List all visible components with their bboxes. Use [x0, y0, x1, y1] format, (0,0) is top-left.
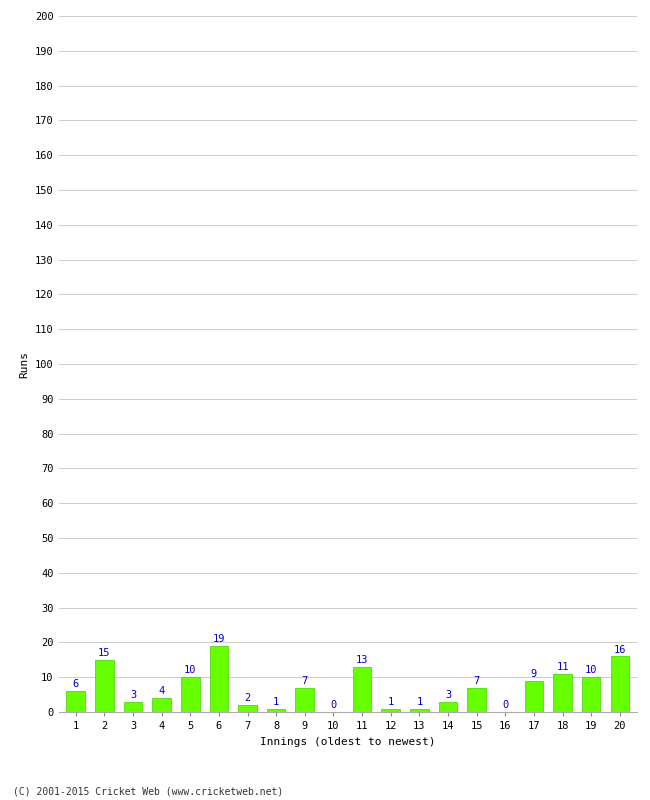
Text: (C) 2001-2015 Cricket Web (www.cricketweb.net): (C) 2001-2015 Cricket Web (www.cricketwe…	[13, 786, 283, 796]
Bar	[553, 674, 572, 712]
Text: 10: 10	[585, 666, 597, 675]
Text: 11: 11	[556, 662, 569, 672]
Bar	[181, 677, 200, 712]
Text: 15: 15	[98, 648, 110, 658]
Text: 10: 10	[184, 666, 196, 675]
Bar	[66, 691, 85, 712]
Bar	[152, 698, 171, 712]
Text: 1: 1	[387, 697, 394, 706]
Text: 7: 7	[473, 676, 480, 686]
Bar	[610, 656, 629, 712]
Bar	[95, 660, 114, 712]
Text: 7: 7	[302, 676, 308, 686]
Bar	[582, 677, 601, 712]
Text: 19: 19	[213, 634, 225, 644]
Text: 6: 6	[73, 679, 79, 690]
Bar	[410, 709, 428, 712]
Text: 0: 0	[330, 700, 337, 710]
Text: 9: 9	[531, 669, 537, 679]
Text: 0: 0	[502, 700, 508, 710]
Bar	[525, 681, 543, 712]
Text: 1: 1	[273, 697, 280, 706]
Bar	[209, 646, 228, 712]
Y-axis label: Runs: Runs	[20, 350, 29, 378]
Text: 13: 13	[356, 655, 369, 665]
Bar	[439, 702, 458, 712]
Bar	[124, 702, 142, 712]
Text: 3: 3	[130, 690, 136, 700]
Bar	[353, 666, 371, 712]
Text: 2: 2	[244, 694, 251, 703]
Bar	[267, 709, 285, 712]
Bar	[382, 709, 400, 712]
Text: 4: 4	[159, 686, 164, 696]
X-axis label: Innings (oldest to newest): Innings (oldest to newest)	[260, 737, 436, 746]
Bar	[238, 705, 257, 712]
Text: 16: 16	[614, 645, 626, 654]
Bar	[467, 688, 486, 712]
Text: 3: 3	[445, 690, 451, 700]
Text: 1: 1	[416, 697, 422, 706]
Bar	[296, 688, 314, 712]
